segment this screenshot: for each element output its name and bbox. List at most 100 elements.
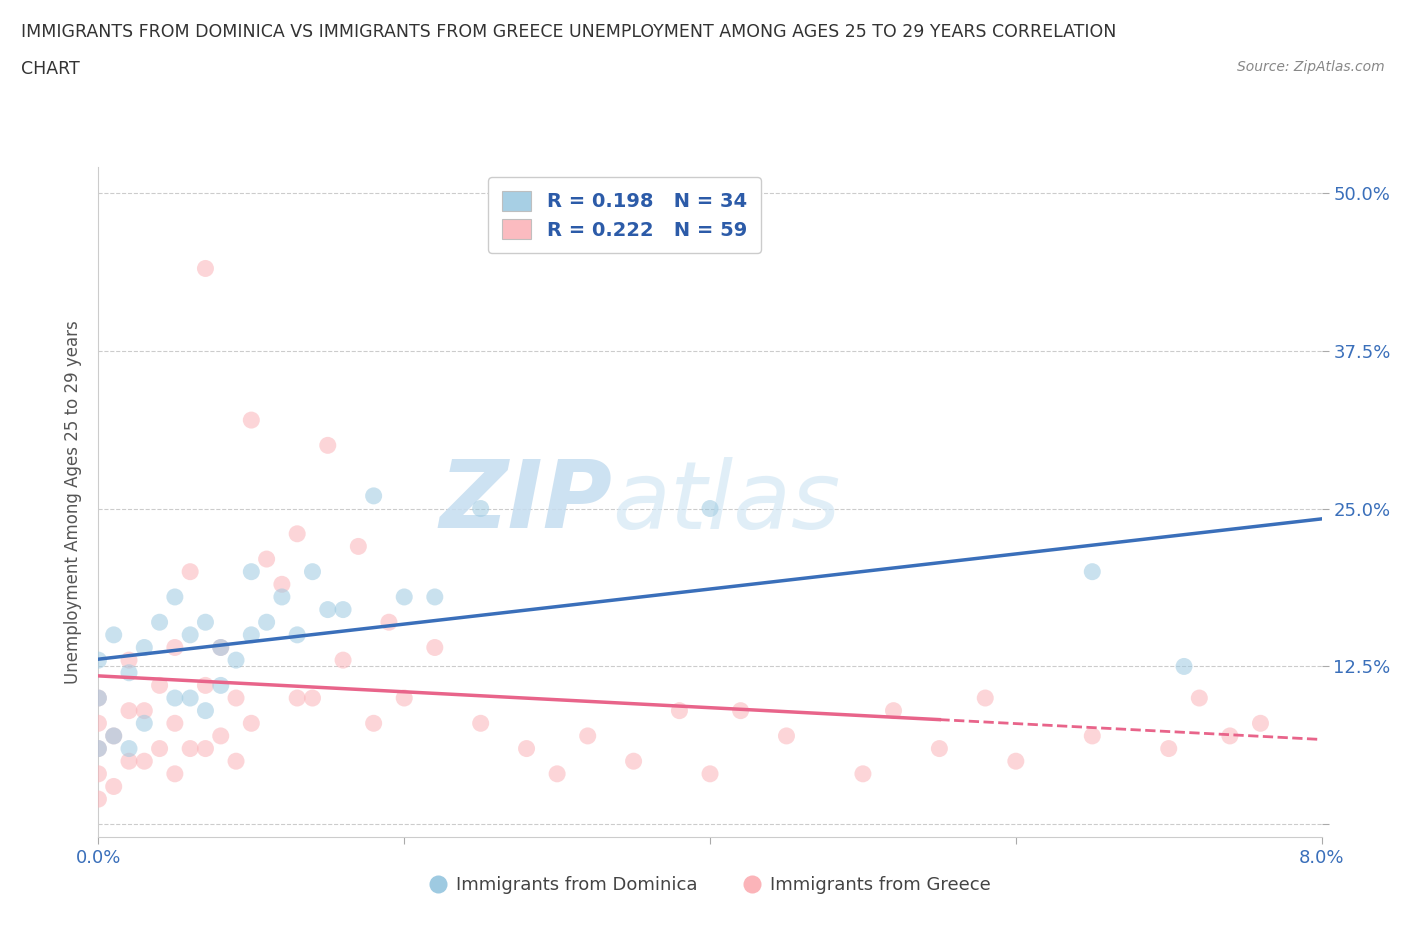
- Point: [134, 753, 156, 768]
- Point: [194, 678, 217, 693]
- Point: [194, 261, 217, 276]
- Point: [1081, 565, 1104, 579]
- Point: [256, 615, 278, 630]
- Point: [240, 565, 263, 579]
- Point: [225, 653, 247, 668]
- Point: [316, 602, 339, 617]
- Point: [699, 501, 721, 516]
- Point: [470, 501, 492, 516]
- Point: [256, 551, 278, 566]
- Point: [928, 741, 950, 756]
- Text: atlas: atlas: [612, 457, 841, 548]
- Point: [87, 791, 110, 806]
- Point: [974, 691, 997, 706]
- Point: [103, 628, 125, 643]
- Point: [699, 766, 721, 781]
- Point: [883, 703, 905, 718]
- Point: [516, 741, 538, 756]
- Point: [103, 728, 125, 743]
- Point: [87, 741, 110, 756]
- Point: [1219, 728, 1241, 743]
- Point: [623, 753, 645, 768]
- Point: [179, 628, 201, 643]
- Point: [270, 590, 294, 604]
- Point: [163, 716, 186, 731]
- Point: [103, 779, 125, 794]
- Point: [546, 766, 568, 781]
- Point: [149, 615, 172, 630]
- Point: [118, 753, 141, 768]
- Point: [852, 766, 875, 781]
- Point: [103, 728, 125, 743]
- Point: [163, 766, 186, 781]
- Point: [1249, 716, 1271, 731]
- Point: [134, 703, 156, 718]
- Text: ZIP: ZIP: [439, 457, 612, 548]
- Point: [225, 691, 247, 706]
- Point: [301, 565, 323, 579]
- Point: [285, 628, 308, 643]
- Point: [163, 590, 186, 604]
- Point: [470, 716, 492, 731]
- Point: [775, 728, 797, 743]
- Point: [378, 615, 401, 630]
- Y-axis label: Unemployment Among Ages 25 to 29 years: Unemployment Among Ages 25 to 29 years: [65, 320, 83, 684]
- Text: Source: ZipAtlas.com: Source: ZipAtlas.com: [1237, 60, 1385, 74]
- Point: [240, 716, 263, 731]
- Point: [134, 716, 156, 731]
- Point: [332, 602, 354, 617]
- Point: [209, 640, 232, 655]
- Point: [240, 413, 263, 428]
- Point: [1081, 728, 1104, 743]
- Point: [209, 728, 232, 743]
- Point: [118, 703, 141, 718]
- Point: [1173, 659, 1195, 674]
- Legend: Immigrants from Dominica, Immigrants from Greece: Immigrants from Dominica, Immigrants fro…: [422, 870, 998, 901]
- Point: [163, 640, 186, 655]
- Point: [285, 691, 308, 706]
- Point: [194, 615, 217, 630]
- Point: [316, 438, 339, 453]
- Point: [225, 753, 247, 768]
- Point: [392, 590, 416, 604]
- Point: [87, 691, 110, 706]
- Point: [423, 590, 446, 604]
- Point: [240, 628, 263, 643]
- Point: [209, 678, 232, 693]
- Point: [179, 741, 201, 756]
- Text: IMMIGRANTS FROM DOMINICA VS IMMIGRANTS FROM GREECE UNEMPLOYMENT AMONG AGES 25 TO: IMMIGRANTS FROM DOMINICA VS IMMIGRANTS F…: [21, 23, 1116, 41]
- Point: [87, 653, 110, 668]
- Point: [668, 703, 690, 718]
- Point: [179, 565, 201, 579]
- Point: [209, 640, 232, 655]
- Point: [423, 640, 446, 655]
- Point: [194, 741, 217, 756]
- Point: [347, 539, 370, 554]
- Point: [87, 741, 110, 756]
- Point: [118, 741, 141, 756]
- Text: CHART: CHART: [21, 60, 80, 78]
- Point: [87, 691, 110, 706]
- Point: [194, 703, 217, 718]
- Point: [363, 488, 385, 503]
- Point: [363, 716, 385, 731]
- Point: [118, 653, 141, 668]
- Point: [134, 640, 156, 655]
- Point: [730, 703, 752, 718]
- Point: [301, 691, 323, 706]
- Point: [285, 526, 308, 541]
- Point: [1157, 741, 1180, 756]
- Point: [179, 691, 201, 706]
- Point: [392, 691, 416, 706]
- Point: [270, 577, 294, 591]
- Point: [149, 678, 172, 693]
- Point: [87, 766, 110, 781]
- Point: [163, 691, 186, 706]
- Point: [149, 741, 172, 756]
- Point: [118, 665, 141, 680]
- Point: [576, 728, 599, 743]
- Point: [1188, 691, 1211, 706]
- Point: [87, 716, 110, 731]
- Point: [1004, 753, 1026, 768]
- Point: [332, 653, 354, 668]
